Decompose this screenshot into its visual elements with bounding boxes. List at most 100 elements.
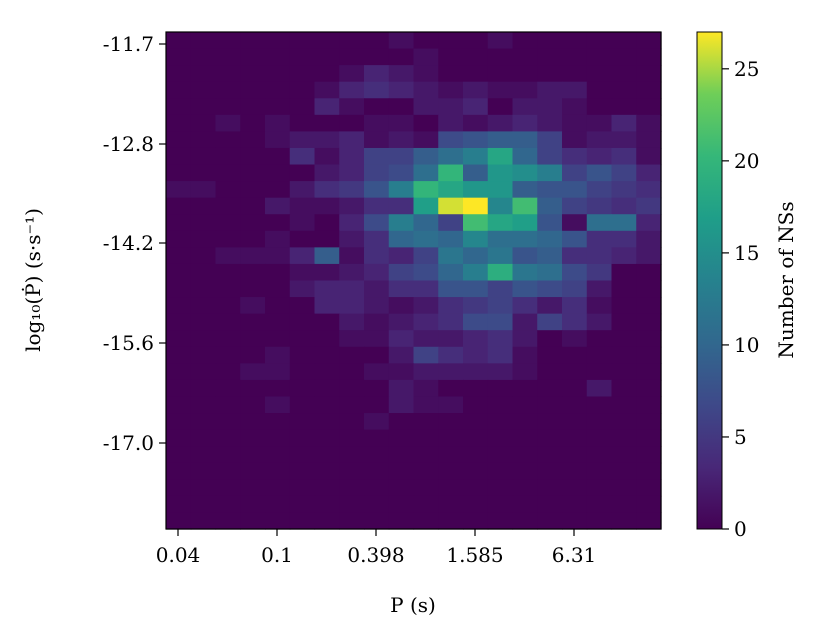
heatmap-cell [636, 313, 662, 331]
heatmap-cell [487, 247, 514, 265]
heatmap-cell [364, 495, 390, 514]
heatmap-cell [339, 280, 365, 298]
heatmap-cell [463, 98, 489, 116]
heatmap-cell [240, 495, 266, 514]
heatmap-cell [240, 396, 266, 414]
heatmap-cell [512, 379, 538, 398]
heatmap-cell [413, 512, 439, 530]
heatmap-cell [166, 214, 192, 232]
heatmap-cell [512, 230, 538, 248]
heatmap-cell [586, 413, 613, 431]
heatmap-cell [240, 114, 266, 132]
heatmap-cell [537, 147, 563, 166]
y-tick-label: -17.0 [103, 431, 154, 455]
heatmap-cell [636, 512, 662, 530]
heatmap-cell [289, 197, 316, 215]
heatmap-cell [611, 462, 637, 480]
heatmap-cell [611, 230, 637, 248]
heatmap-cell [413, 446, 439, 464]
heatmap-cell [314, 396, 340, 414]
heatmap-cell [240, 363, 266, 381]
y-axis-ticks: -11.7 -12.8 -14.2 -15.6 -17.0 [103, 32, 166, 455]
heatmap-cell [562, 263, 588, 282]
heatmap-cell [636, 164, 662, 182]
heatmap-cell [265, 131, 291, 149]
heatmap-cell [537, 214, 563, 232]
x-tick-label: 1.585 [446, 543, 503, 567]
y-tick-label: -11.7 [103, 32, 154, 56]
heatmap-cell [240, 346, 266, 364]
heatmap-cell [413, 429, 439, 447]
heatmap-cell [413, 495, 439, 514]
heatmap-cell [438, 363, 464, 381]
heatmap-cell [364, 32, 390, 50]
heatmap-cell [611, 65, 637, 83]
heatmap-cell [314, 263, 340, 282]
heatmap-cell [240, 512, 266, 530]
heatmap-cell [314, 346, 340, 364]
heatmap-cell [512, 263, 538, 282]
heatmap-cell [190, 379, 217, 398]
y-tick-label: -12.8 [103, 132, 154, 156]
heatmap-cell [562, 280, 588, 298]
heatmap-cell [562, 147, 588, 166]
heatmap-cell [339, 32, 365, 50]
heatmap-cell [463, 147, 489, 166]
heatmap-cell [537, 330, 563, 348]
x-axis-label: P (s) [390, 593, 436, 617]
heatmap-cell [537, 81, 563, 99]
heatmap-cell [562, 247, 588, 265]
heatmap-cell [314, 330, 340, 348]
heatmap-cell [190, 396, 217, 414]
heatmap-cell [487, 363, 514, 381]
heatmap-cell [537, 462, 563, 480]
heatmap-cell [611, 346, 637, 364]
heatmap-cell [487, 263, 514, 282]
heatmap-cell [562, 462, 588, 480]
heatmap-cell [240, 330, 266, 348]
heatmap-cell [512, 297, 538, 315]
heatmap-cell [289, 479, 316, 497]
heatmap-cell [562, 297, 588, 315]
heatmap-cell [190, 181, 217, 199]
heatmap-cell [289, 495, 316, 514]
heatmap-cell [413, 297, 439, 315]
heatmap-cell [190, 81, 217, 99]
heatmap-cell [388, 330, 415, 348]
heatmap-cell [562, 197, 588, 215]
heatmap-cell [289, 164, 316, 182]
heatmap-cell [413, 65, 439, 83]
heatmap-cell [364, 280, 390, 298]
heatmap-cell [636, 230, 662, 248]
heatmap-cell [438, 512, 464, 530]
heatmap-cell [611, 495, 637, 514]
heatmap-cell [364, 429, 390, 447]
heatmap-cell [438, 65, 464, 83]
heatmap-cell [438, 48, 464, 66]
heatmap-cell [562, 230, 588, 248]
heatmap-cell [265, 98, 291, 116]
heatmap-cell [388, 98, 415, 116]
heatmap-cell [215, 247, 241, 265]
heatmap-cell [611, 429, 637, 447]
heatmap-cell [314, 429, 340, 447]
heatmap-cell [190, 363, 217, 381]
heatmap-cell [537, 32, 563, 50]
heatmap-cell [339, 98, 365, 116]
heatmap-cell [611, 313, 637, 331]
heatmap-cell [388, 181, 415, 199]
heatmap-cell [611, 512, 637, 530]
heatmap-cell [537, 197, 563, 215]
heatmap-cell [611, 363, 637, 381]
heatmap-cell [586, 247, 613, 265]
x-tick-label: 0.398 [347, 543, 404, 567]
heatmap-cell [215, 197, 241, 215]
heatmap-cell [240, 247, 266, 265]
heatmap-cell [463, 297, 489, 315]
heatmap-cell [190, 280, 217, 298]
heatmap-cell [562, 512, 588, 530]
heatmap-cell [586, 181, 613, 199]
heatmap-cell [166, 247, 192, 265]
heatmap-cell [166, 147, 192, 166]
heatmap-cell [463, 214, 489, 232]
